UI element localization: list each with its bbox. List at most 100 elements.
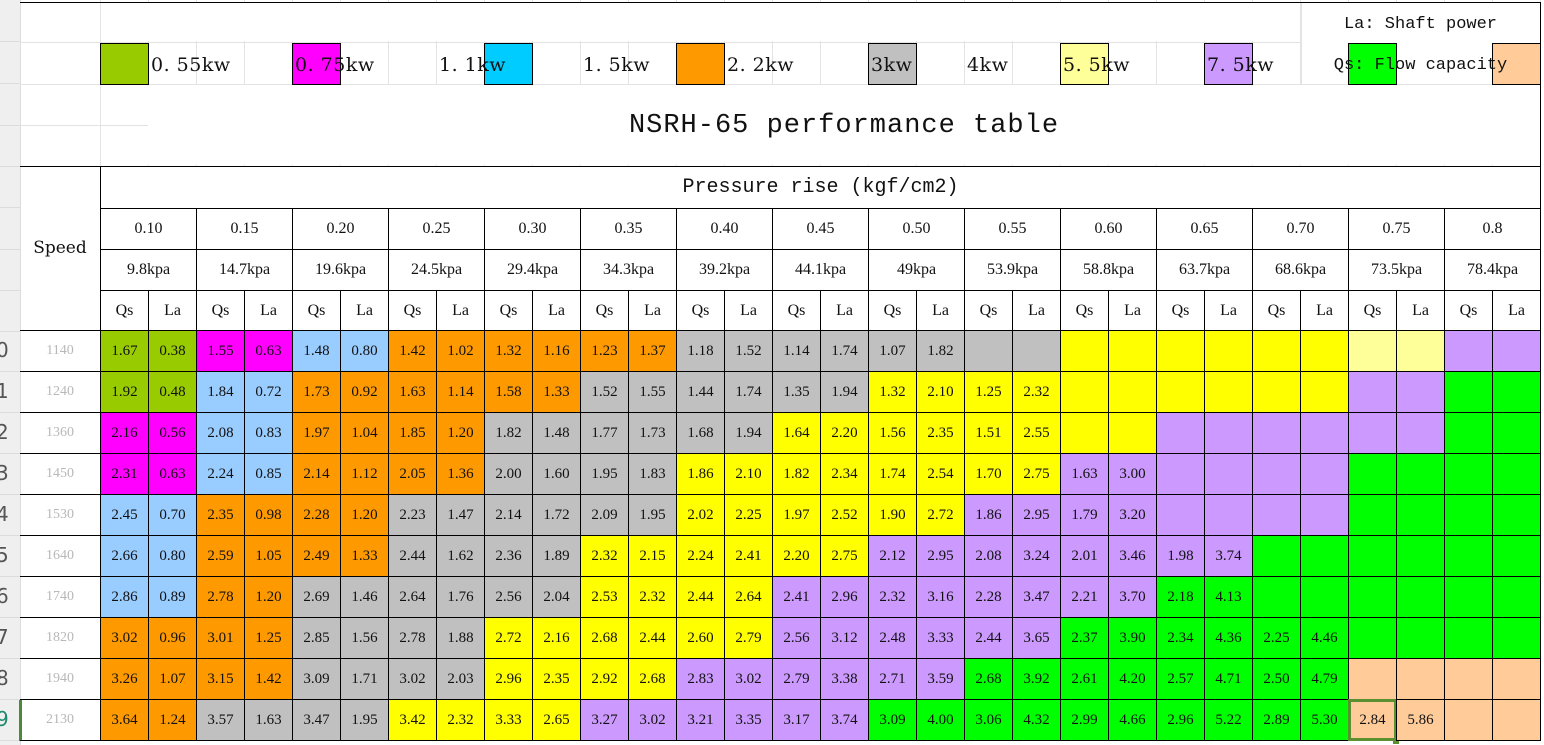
data-cell-qs[interactable]: [1156, 453, 1205, 495]
data-cell-qs[interactable]: 3.09: [292, 658, 341, 700]
data-cell-qs[interactable]: 1.86: [676, 453, 725, 495]
data-cell-qs[interactable]: 3.17: [772, 699, 821, 741]
data-cell-qs[interactable]: 1.85: [388, 412, 437, 454]
data-cell-la[interactable]: 1.62: [436, 535, 485, 577]
data-cell-qs[interactable]: 2.32: [868, 576, 917, 618]
data-cell-qs[interactable]: 3.21: [676, 699, 725, 741]
data-cell-qs[interactable]: [1444, 330, 1493, 372]
data-cell-qs[interactable]: 2.08: [196, 412, 245, 454]
data-cell-la[interactable]: 2.41: [724, 535, 773, 577]
data-cell-la[interactable]: 2.03: [436, 658, 485, 700]
data-cell-la[interactable]: 2.54: [916, 453, 965, 495]
data-cell-qs[interactable]: 2.78: [196, 576, 245, 618]
data-cell-qs[interactable]: 1.90: [868, 494, 917, 536]
data-cell-qs[interactable]: 2.48: [868, 617, 917, 659]
data-cell-qs[interactable]: 3.01: [196, 617, 245, 659]
data-cell-qs[interactable]: [1348, 453, 1397, 495]
data-cell-la[interactable]: 2.95: [916, 535, 965, 577]
data-cell-qs[interactable]: 2.78: [388, 617, 437, 659]
data-cell-la[interactable]: [1108, 330, 1157, 372]
data-cell-la[interactable]: 5.86: [1396, 699, 1445, 741]
data-cell-la[interactable]: 0.85: [244, 453, 293, 495]
data-cell-qs[interactable]: [1444, 371, 1493, 413]
speed-value[interactable]: 1360: [20, 412, 101, 454]
data-cell-qs[interactable]: 1.64: [772, 412, 821, 454]
data-cell-la[interactable]: 2.35: [532, 658, 581, 700]
data-cell-la[interactable]: 2.72: [916, 494, 965, 536]
data-cell-qs[interactable]: 1.68: [676, 412, 725, 454]
data-cell-qs[interactable]: 2.69: [292, 576, 341, 618]
row-number[interactable]: [0, 166, 18, 207]
data-cell-la[interactable]: 2.75: [820, 535, 869, 577]
data-cell-qs[interactable]: 2.44: [388, 535, 437, 577]
data-cell-la[interactable]: 3.24: [1012, 535, 1061, 577]
row-number[interactable]: 0: [0, 338, 9, 362]
data-cell-la[interactable]: 1.56: [340, 617, 389, 659]
data-cell-la[interactable]: 3.90: [1108, 617, 1157, 659]
data-cell-la[interactable]: 2.65: [532, 699, 581, 741]
data-cell-qs[interactable]: 1.95: [580, 453, 629, 495]
data-cell-la[interactable]: 2.25: [724, 494, 773, 536]
data-cell-la[interactable]: 1.47: [436, 494, 485, 536]
row-number[interactable]: 4: [0, 502, 9, 526]
data-cell-la[interactable]: 5.22: [1204, 699, 1253, 741]
data-cell-la[interactable]: 2.04: [532, 576, 581, 618]
data-cell-qs[interactable]: 1.44: [676, 371, 725, 413]
fill-handle[interactable]: [1393, 738, 1399, 744]
data-cell-qs[interactable]: 1.52: [580, 371, 629, 413]
data-cell-qs[interactable]: 3.64: [100, 699, 149, 741]
data-cell-la[interactable]: 3.38: [820, 658, 869, 700]
data-cell-la[interactable]: [1300, 453, 1349, 495]
row-number[interactable]: [0, 84, 18, 125]
data-cell-la[interactable]: 0.70: [148, 494, 197, 536]
data-cell-la[interactable]: [1492, 494, 1541, 536]
data-cell-qs[interactable]: 2.14: [484, 494, 533, 536]
data-cell-la[interactable]: 0.80: [340, 330, 389, 372]
data-cell-la[interactable]: 1.60: [532, 453, 581, 495]
data-cell-la[interactable]: 1.05: [244, 535, 293, 577]
data-cell-la[interactable]: 0.56: [148, 412, 197, 454]
data-cell-qs[interactable]: 2.53: [580, 576, 629, 618]
data-cell-la[interactable]: 3.74: [1204, 535, 1253, 577]
row-number[interactable]: [0, 249, 18, 290]
data-cell-la[interactable]: 3.12: [820, 617, 869, 659]
data-cell-la[interactable]: [1492, 576, 1541, 618]
data-cell-la[interactable]: 1.83: [628, 453, 677, 495]
data-cell-la[interactable]: [1396, 412, 1445, 454]
data-cell-la[interactable]: 1.37: [628, 330, 677, 372]
data-cell-la[interactable]: [1492, 699, 1541, 741]
data-cell-qs[interactable]: 2.79: [772, 658, 821, 700]
data-cell-qs[interactable]: 2.96: [1156, 699, 1205, 741]
data-cell-qs[interactable]: 2.49: [292, 535, 341, 577]
data-cell-la[interactable]: [1396, 330, 1445, 372]
data-cell-la[interactable]: [1396, 494, 1445, 536]
data-cell-qs[interactable]: 1.86: [964, 494, 1013, 536]
data-cell-la[interactable]: 4.36: [1204, 617, 1253, 659]
data-cell-la[interactable]: [1492, 330, 1541, 372]
data-cell-qs[interactable]: 2.68: [964, 658, 1013, 700]
data-cell-la[interactable]: 4.79: [1300, 658, 1349, 700]
data-cell-la[interactable]: 2.16: [532, 617, 581, 659]
data-cell-qs[interactable]: 3.47: [292, 699, 341, 741]
data-cell-la[interactable]: [1396, 535, 1445, 577]
speed-value[interactable]: 2130: [20, 699, 101, 741]
data-cell-la[interactable]: 1.74: [724, 371, 773, 413]
data-cell-qs[interactable]: 2.64: [388, 576, 437, 618]
data-cell-qs[interactable]: 2.20: [772, 535, 821, 577]
data-cell-qs[interactable]: 2.61: [1060, 658, 1109, 700]
data-cell-qs[interactable]: 1.97: [772, 494, 821, 536]
data-cell-qs[interactable]: [1252, 371, 1301, 413]
data-cell-la[interactable]: 1.33: [340, 535, 389, 577]
data-cell-la[interactable]: 2.32: [436, 699, 485, 741]
data-cell-la[interactable]: 3.35: [724, 699, 773, 741]
data-cell-qs[interactable]: 1.82: [484, 412, 533, 454]
data-cell-la[interactable]: 1.72: [532, 494, 581, 536]
data-cell-qs[interactable]: [1348, 330, 1397, 372]
data-cell-la[interactable]: 3.02: [628, 699, 677, 741]
speed-value[interactable]: 1530: [20, 494, 101, 536]
data-cell-qs[interactable]: [1444, 658, 1493, 700]
data-cell-la[interactable]: 4.13: [1204, 576, 1253, 618]
data-cell-qs[interactable]: 1.58: [484, 371, 533, 413]
data-cell-la[interactable]: 2.55: [1012, 412, 1061, 454]
data-cell-qs[interactable]: [1348, 658, 1397, 700]
